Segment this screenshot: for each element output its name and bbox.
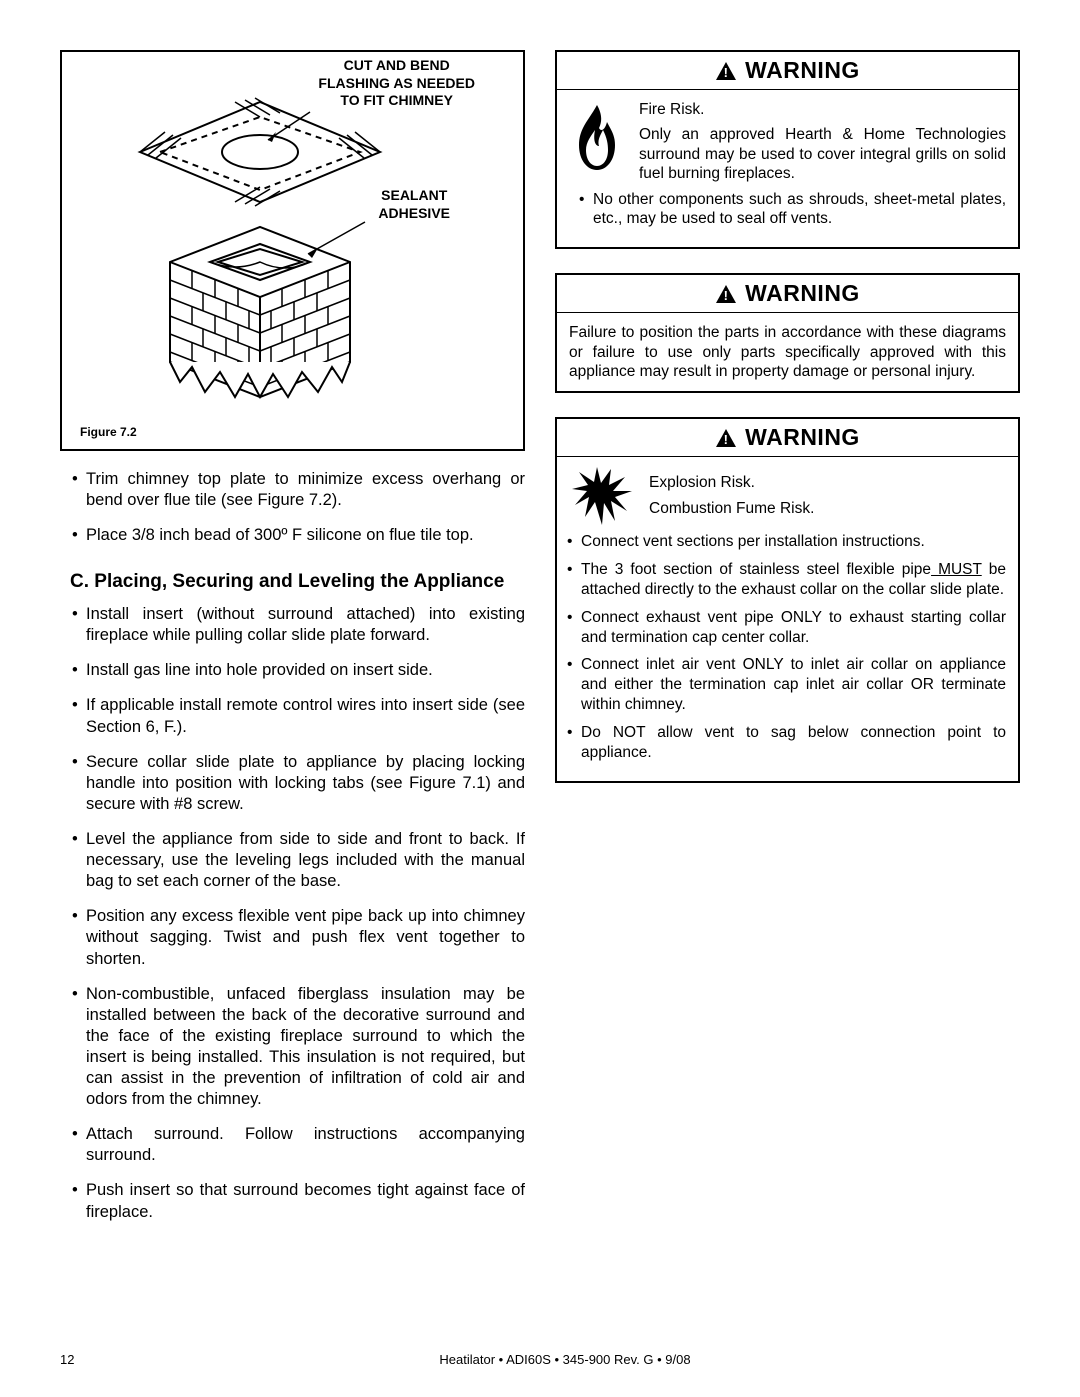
list-item: Trim chimney top plate to minimize exces… [72, 469, 525, 511]
page-footer: 12 Heatilator • ADI60S • 345-900 Rev. G … [60, 1312, 1020, 1367]
warning-text: Explosion Risk. Combustion Fume Risk. [649, 467, 1006, 532]
fig-label-line: FLASHING AS NEEDED [318, 75, 475, 91]
warning-box-explosion: ! WARNING Explosion Risk. Combustion Fum… [555, 417, 1020, 782]
chimney-diagram [80, 62, 480, 412]
list-item: Place 3/8 inch bead of 300º F silicone o… [72, 525, 525, 546]
list-item: Secure collar slide plate to appliance b… [72, 752, 525, 815]
svg-text:!: ! [724, 288, 729, 303]
warning-triangle-icon: ! [715, 428, 737, 448]
warning-body: Explosion Risk. Combustion Fume Risk. [557, 457, 1018, 532]
list-item: Attach surround. Follow instructions acc… [72, 1124, 525, 1166]
warning-line: Combustion Fume Risk. [649, 499, 1006, 518]
pre-heading-list: Trim chimney top plate to minimize exces… [72, 469, 525, 546]
warning-box-parts: ! WARNING Failure to position the parts … [555, 273, 1020, 393]
warning-header: ! WARNING [557, 52, 1018, 90]
warning-label: WARNING [745, 57, 860, 84]
figure-inner: CUT AND BEND FLASHING AS NEEDED TO FIT C… [80, 62, 505, 417]
page-number: 12 [60, 1352, 110, 1367]
list-item: Do NOT allow vent to sag below connectio… [567, 723, 1006, 763]
list-item: Push insert so that surround becomes tig… [72, 1180, 525, 1222]
footer-text: Heatilator • ADI60S • 345-900 Rev. G • 9… [110, 1352, 1020, 1367]
warning-triangle-icon: ! [715, 61, 737, 81]
warning-header: ! WARNING [557, 275, 1018, 313]
page: CUT AND BEND FLASHING AS NEEDED TO FIT C… [0, 0, 1080, 1397]
list-item: Connect vent sections per installation i… [567, 532, 1006, 552]
warning-list: No other components such as shrouds, she… [557, 190, 1018, 248]
figure-caption: Figure 7.2 [80, 425, 505, 439]
warning-para: Failure to position the parts in accorda… [569, 324, 1006, 380]
underlined-text: MUST [931, 561, 982, 578]
flame-icon [567, 100, 627, 190]
warning-line: Explosion Risk. [649, 473, 1006, 492]
fig-label-line: CUT AND BEND [344, 57, 450, 73]
list-item: Non-combustible, unfaced fiberglass insu… [72, 984, 525, 1111]
warning-header: ! WARNING [557, 419, 1018, 457]
figure-label-top: CUT AND BEND FLASHING AS NEEDED TO FIT C… [318, 57, 475, 110]
list-item: Position any excess flexible vent pipe b… [72, 906, 525, 969]
list-item: Install insert (without surround attache… [72, 604, 525, 646]
section-c-heading: C. Placing, Securing and Leveling the Ap… [92, 570, 525, 594]
warning-body: Fire Risk. Only an approved Hearth & Hom… [557, 90, 1018, 190]
list-item: Level the appliance from side to side an… [72, 829, 525, 892]
list-item: Connect inlet air vent ONLY to inlet air… [567, 655, 1006, 714]
warning-label: WARNING [745, 424, 860, 451]
warning-body: Failure to position the parts in accorda… [557, 313, 1018, 391]
section-c-list: Install insert (without surround attache… [72, 604, 525, 1223]
warning-text: Fire Risk. Only an approved Hearth & Hom… [639, 100, 1006, 190]
list-item: Connect exhaust vent pipe ONLY to exhaus… [567, 608, 1006, 648]
figure-label-mid: SEALANT ADHESIVE [378, 187, 450, 222]
fig-label-line: ADHESIVE [378, 205, 450, 221]
heading-text: Placing, Securing and Leveling the Appli… [94, 571, 504, 592]
list-item: Install gas line into hole provided on i… [72, 660, 525, 681]
warning-line: Fire Risk. [639, 100, 1006, 119]
fig-label-line: SEALANT [381, 187, 447, 203]
heading-prefix: C. [70, 571, 89, 592]
left-column: CUT AND BEND FLASHING AS NEEDED TO FIT C… [60, 50, 525, 1312]
svg-text:!: ! [724, 432, 729, 447]
fig-label-line: TO FIT CHIMNEY [340, 92, 453, 108]
warning-box-fire: ! WARNING Fire Risk. Only an approved He… [555, 50, 1020, 249]
svg-text:!: ! [724, 65, 729, 80]
warning-list: Connect vent sections per installation i… [557, 532, 1018, 780]
right-column: ! WARNING Fire Risk. Only an approved He… [555, 50, 1020, 1312]
warning-para: Only an approved Hearth & Home Technolog… [639, 125, 1006, 183]
list-item: No other components such as shrouds, she… [579, 190, 1006, 230]
list-item: If applicable install remote control wir… [72, 695, 525, 737]
list-item: The 3 foot section of stainless steel fl… [567, 560, 1006, 600]
explosion-icon [567, 467, 637, 532]
figure-7-2-box: CUT AND BEND FLASHING AS NEEDED TO FIT C… [60, 50, 525, 451]
warning-triangle-icon: ! [715, 284, 737, 304]
warning-label: WARNING [745, 280, 860, 307]
two-column-layout: CUT AND BEND FLASHING AS NEEDED TO FIT C… [60, 50, 1020, 1312]
text-fragment: The 3 foot section of stainless steel fl… [581, 561, 931, 578]
